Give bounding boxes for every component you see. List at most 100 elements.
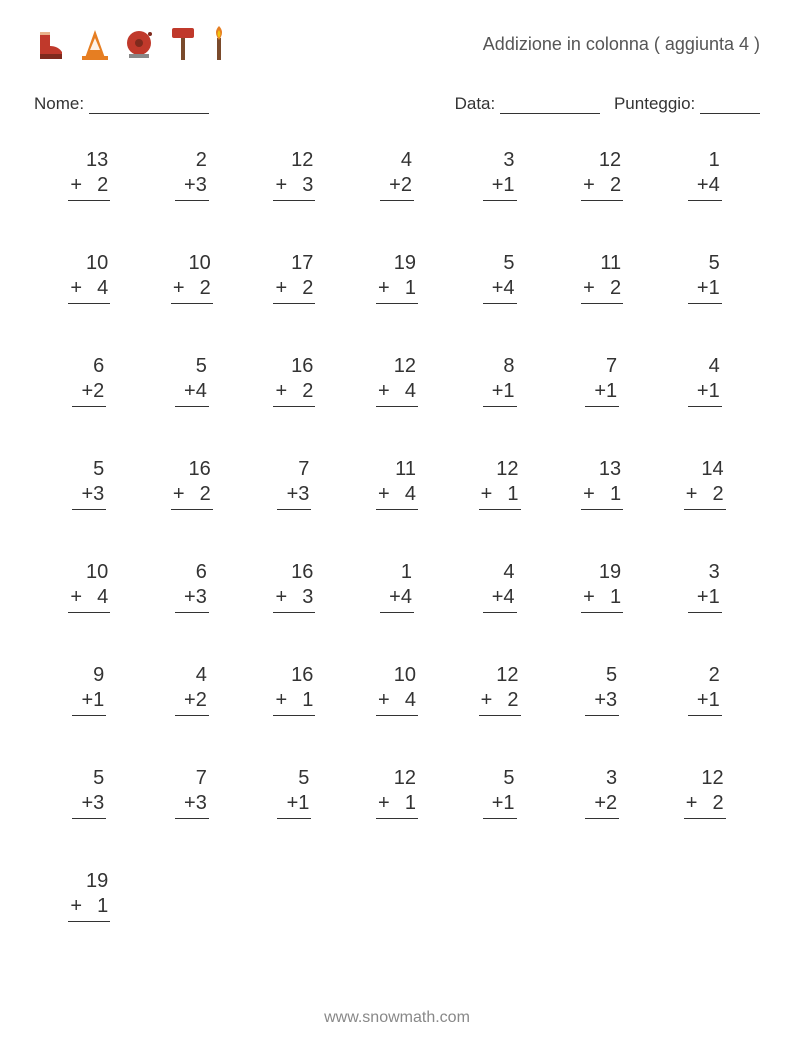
addend-top: 16 — [275, 354, 313, 379]
addition-problem: 16+ 2 — [141, 457, 244, 510]
addend-bottom: + 4 — [378, 688, 416, 713]
addend-top: 5 — [279, 766, 309, 791]
addend-bottom: +4 — [690, 173, 720, 198]
date-blank — [500, 94, 600, 114]
score-label: Punteggio: — [614, 94, 695, 113]
addition-problem: 5+4 — [141, 354, 244, 407]
addition-problem: 11+ 4 — [346, 457, 449, 510]
addend-bottom: +4 — [485, 276, 515, 301]
addend-bottom: + 2 — [275, 379, 313, 404]
name-label: Nome: — [34, 94, 84, 113]
addition-problem: 2+3 — [141, 148, 244, 201]
addition-problem: 10+ 4 — [38, 251, 141, 304]
addition-problem: 11+ 2 — [551, 251, 654, 304]
addend-top: 12 — [481, 663, 519, 688]
addend-top: 13 — [70, 148, 108, 173]
addend-bottom: +3 — [587, 688, 617, 713]
addition-problem: 19+ 1 — [38, 869, 141, 922]
addend-top: 12 — [686, 766, 724, 791]
addend-bottom: + 2 — [275, 276, 313, 301]
addition-problem: 4+1 — [653, 354, 756, 407]
addend-bottom: +1 — [279, 791, 309, 816]
addition-problem: 19+ 1 — [551, 560, 654, 613]
addition-problem: 12+ 3 — [243, 148, 346, 201]
addition-problem: 13+ 1 — [551, 457, 654, 510]
date-label: Data: — [455, 94, 496, 113]
addend-top: 4 — [177, 663, 207, 688]
worksheet-title: Addizione in colonna ( aggiunta 4 ) — [483, 34, 760, 55]
addend-top: 5 — [485, 251, 515, 276]
addend-top: 5 — [74, 766, 104, 791]
addend-bottom: + 1 — [275, 688, 313, 713]
addend-bottom: + 1 — [378, 791, 416, 816]
problems-grid: 13+ 2 2+3 12+ 3 4+2 3+1 12+ 2 1+4 10+ 4 … — [34, 148, 760, 922]
addition-problem: 12+ 2 — [551, 148, 654, 201]
addend-top: 6 — [177, 560, 207, 585]
addition-problem: 3+1 — [448, 148, 551, 201]
addend-top: 3 — [485, 148, 515, 173]
addend-bottom: +4 — [382, 585, 412, 610]
addend-top: 19 — [583, 560, 621, 585]
addend-bottom: + 2 — [173, 276, 211, 301]
addition-problem: 13+ 2 — [38, 148, 141, 201]
addend-top: 10 — [70, 251, 108, 276]
addend-top: 3 — [690, 560, 720, 585]
addend-top: 16 — [275, 663, 313, 688]
addition-problem: 12+ 1 — [346, 766, 449, 819]
addition-problem: 16+ 1 — [243, 663, 346, 716]
addition-problem: 6+2 — [38, 354, 141, 407]
addition-problem: 16+ 2 — [243, 354, 346, 407]
addend-top: 5 — [177, 354, 207, 379]
addend-bottom: + 1 — [378, 276, 416, 301]
addend-top: 19 — [378, 251, 416, 276]
name-blank — [89, 94, 209, 114]
addend-top: 10 — [378, 663, 416, 688]
addend-top: 4 — [382, 148, 412, 173]
addend-bottom: +2 — [74, 379, 104, 404]
score-blank — [700, 94, 760, 114]
addend-top: 5 — [485, 766, 515, 791]
addend-bottom: +1 — [690, 379, 720, 404]
addend-top: 4 — [485, 560, 515, 585]
addend-bottom: + 2 — [686, 791, 724, 816]
addend-top: 19 — [70, 869, 108, 894]
addend-bottom: +1 — [690, 688, 720, 713]
addend-bottom: + 2 — [70, 173, 108, 198]
addend-bottom: +1 — [485, 791, 515, 816]
addition-problem: 4+2 — [141, 663, 244, 716]
addend-bottom: +1 — [690, 276, 720, 301]
addition-problem: 10+ 4 — [38, 560, 141, 613]
addition-problem: 3+1 — [653, 560, 756, 613]
addition-problem: 1+4 — [653, 148, 756, 201]
addend-bottom: +3 — [74, 791, 104, 816]
addend-top: 8 — [485, 354, 515, 379]
addend-top: 3 — [587, 766, 617, 791]
addend-bottom: +2 — [587, 791, 617, 816]
addend-bottom: + 1 — [583, 482, 621, 507]
addition-problem: 5+1 — [243, 766, 346, 819]
addition-problem: 10+ 4 — [346, 663, 449, 716]
addend-bottom: +1 — [485, 379, 515, 404]
addition-problem: 2+1 — [653, 663, 756, 716]
addend-bottom: +4 — [177, 379, 207, 404]
match-icon — [210, 26, 228, 62]
addition-problem: 7+1 — [551, 354, 654, 407]
addend-top: 11 — [583, 251, 621, 276]
addend-bottom: +3 — [177, 585, 207, 610]
addition-problem: 10+ 2 — [141, 251, 244, 304]
addition-problem: 5+1 — [653, 251, 756, 304]
addition-problem: 7+3 — [141, 766, 244, 819]
addend-bottom: +3 — [74, 482, 104, 507]
addend-bottom: + 2 — [583, 173, 621, 198]
addend-top: 1 — [690, 148, 720, 173]
addend-bottom: + 1 — [583, 585, 621, 610]
addend-bottom: + 4 — [70, 585, 108, 610]
addend-top: 12 — [583, 148, 621, 173]
addend-bottom: +3 — [177, 791, 207, 816]
addend-bottom: +2 — [382, 173, 412, 198]
cone-icon — [80, 28, 110, 62]
addend-bottom: +3 — [279, 482, 309, 507]
addend-top: 10 — [70, 560, 108, 585]
addition-problem: 6+3 — [141, 560, 244, 613]
addition-problem: 12+ 4 — [346, 354, 449, 407]
